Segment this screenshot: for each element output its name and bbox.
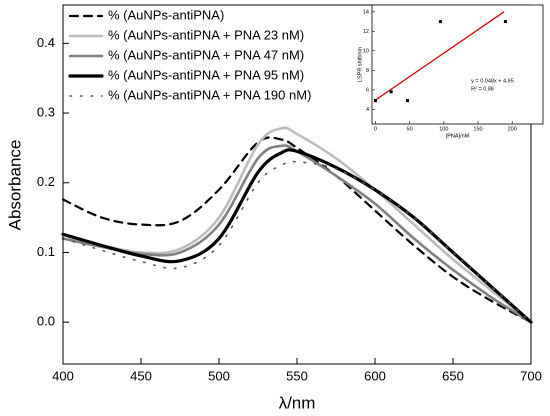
x-tick-label: 500	[208, 368, 230, 383]
legend-label: % (AuNPs-antiPNA + PNA 190 nM)	[108, 87, 311, 102]
y-tick-label: 0.0	[37, 314, 55, 329]
x-tick-label: 150	[473, 126, 482, 132]
y-tick-label: 12	[363, 29, 369, 35]
y-axis-label: LSPR shift/nm	[357, 47, 363, 83]
legend-label: % (AuNPs-antiPNA + PNA 47 nM)	[108, 47, 304, 62]
inset-frame	[371, 4, 544, 125]
x-tick-label: 0	[374, 126, 377, 132]
annotation: R² = 0.86	[471, 87, 494, 93]
series-line	[62, 160, 532, 323]
x-tick-label: 550	[286, 368, 308, 383]
point	[503, 20, 507, 24]
x-tick-label: 400	[52, 368, 74, 383]
series-line	[61, 126, 533, 324]
y-tick-label: 0.2	[37, 174, 55, 189]
x-axis-label: λ/nm	[279, 393, 316, 412]
y-tick-label: 8	[366, 68, 369, 74]
fit-line	[375, 11, 505, 101]
x-tick-label: 200	[508, 126, 517, 132]
series-line	[61, 136, 533, 324]
y-tick-label: 4	[366, 107, 369, 113]
x-tick-label: 600	[364, 368, 386, 383]
x-tick-label: 100	[439, 126, 448, 132]
series-line	[61, 144, 533, 324]
y-tick-label: 0.3	[37, 104, 55, 119]
legend-label: % (AuNPs-antiPNA + PNA 95 nM)	[108, 67, 304, 82]
legend-label: % (AuNPs-antiPNA)	[108, 7, 224, 22]
point	[438, 20, 442, 24]
y-tick-label: 6	[366, 87, 369, 93]
x-tick-label: 50	[407, 126, 413, 132]
y-tick-label: 10	[363, 48, 369, 54]
x-tick-label: 700	[520, 368, 542, 383]
series-line	[61, 148, 533, 324]
point	[406, 99, 410, 103]
legend-label: % (AuNPs-antiPNA + PNA 23 nM)	[108, 27, 304, 42]
x-tick-label: 450	[130, 368, 152, 383]
annotation: y = 0.048x + 4.95	[471, 79, 514, 85]
x-tick-label: 650	[442, 368, 464, 383]
x-axis-label: [PNA]/nM	[446, 133, 470, 139]
y-tick-label: 0.1	[37, 244, 55, 259]
point	[373, 99, 377, 103]
y-tick-label: 0.4	[37, 35, 55, 50]
point	[389, 90, 393, 94]
y-axis-label: Absorbance	[5, 140, 24, 231]
y-tick-label: 14	[363, 9, 369, 15]
